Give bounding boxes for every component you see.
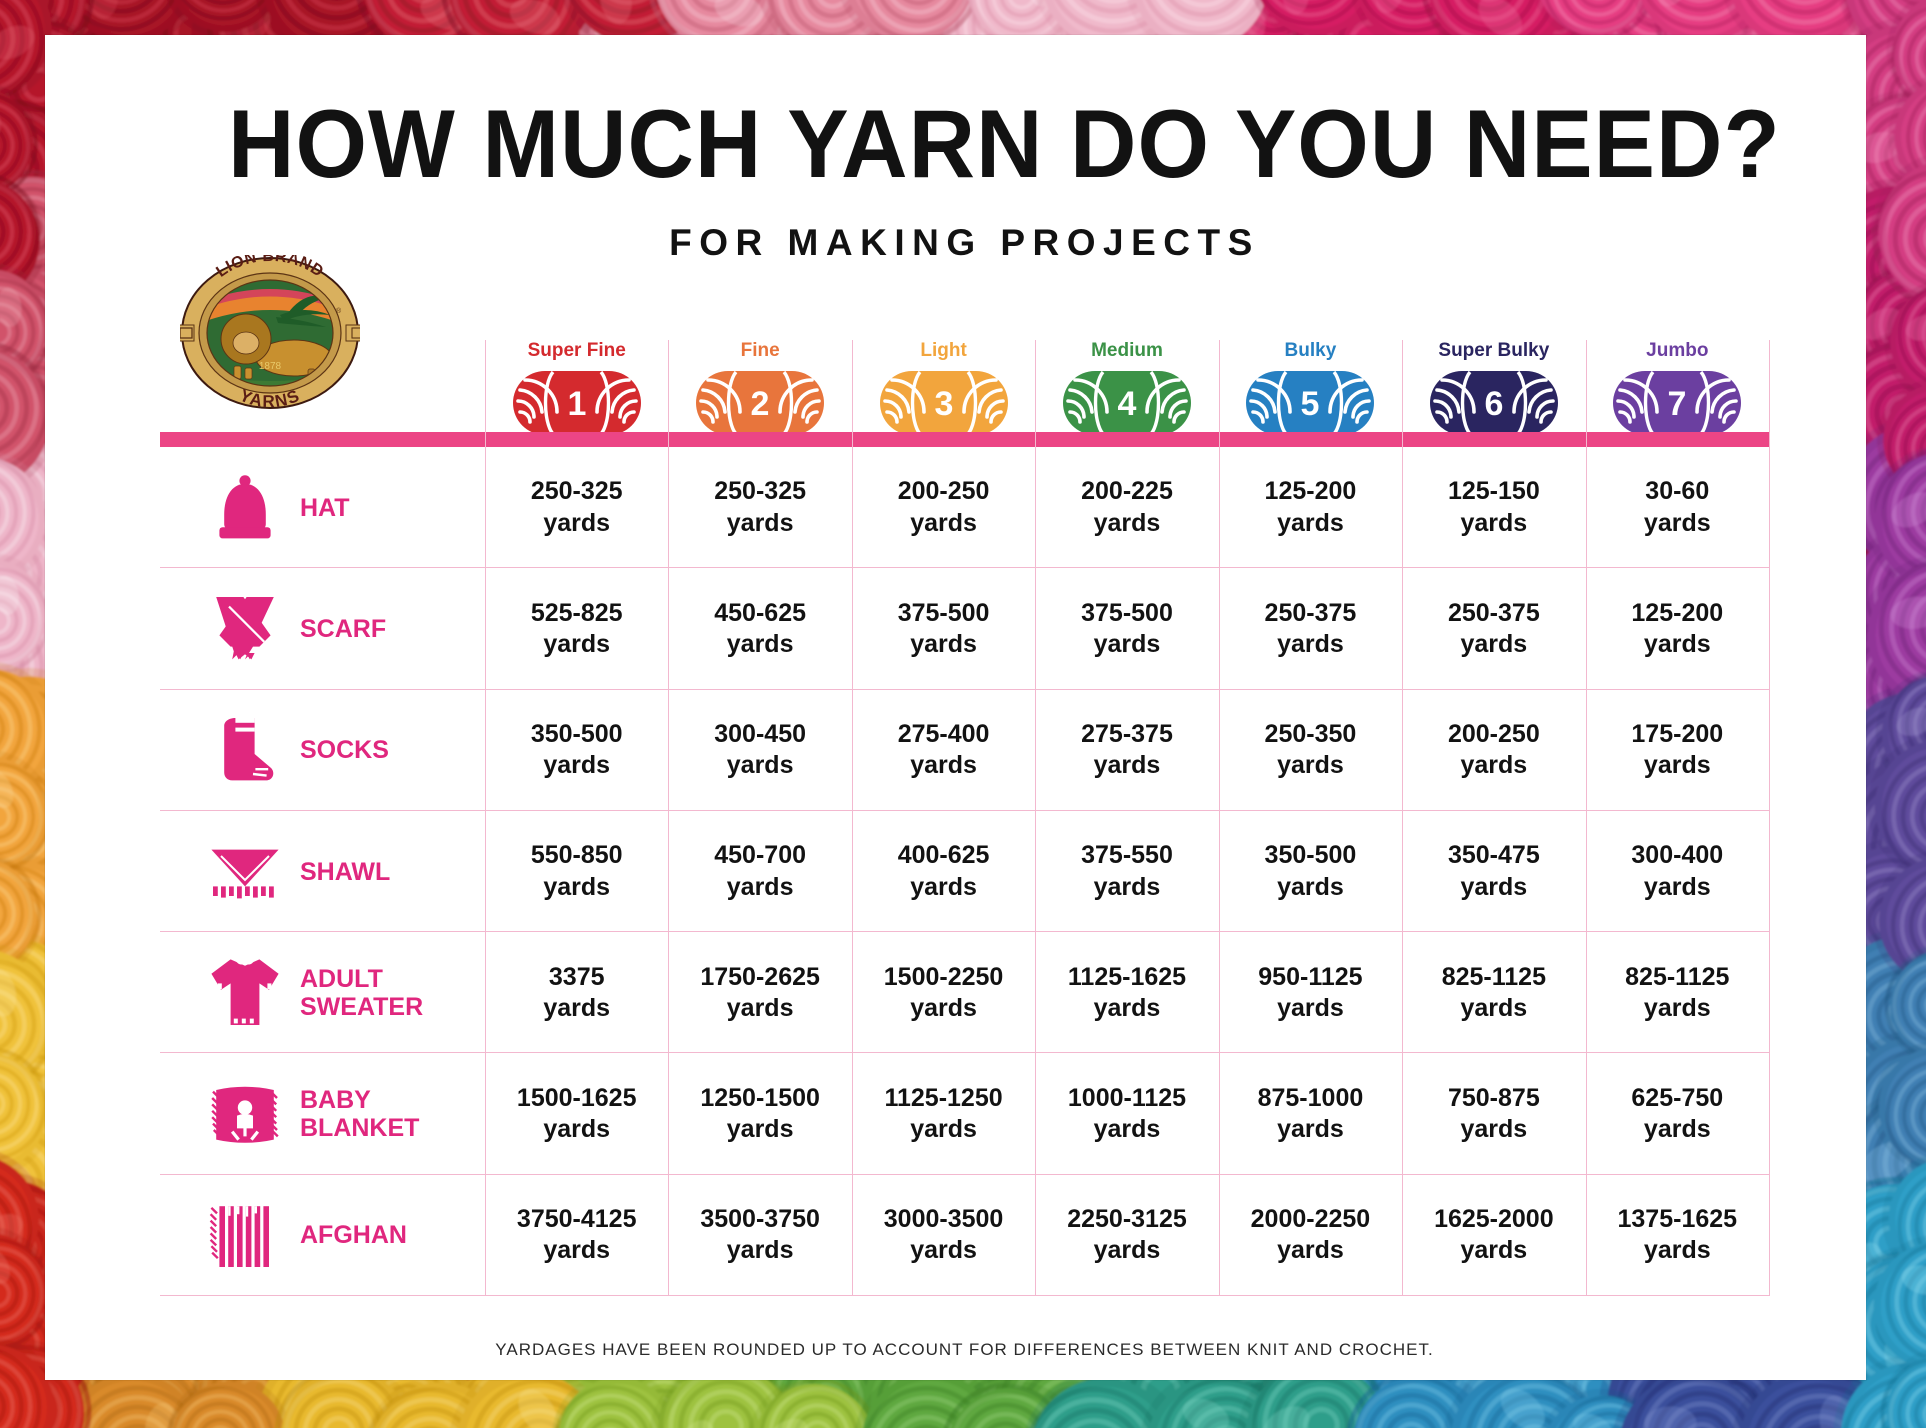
svg-text:2: 2 (751, 385, 770, 423)
svg-text:6: 6 (1484, 385, 1503, 423)
svg-text:5: 5 (1301, 385, 1320, 423)
svg-text:7: 7 (1668, 385, 1687, 423)
svg-text:®: ® (336, 307, 342, 315)
svg-text:3: 3 (934, 385, 953, 423)
svg-text:1: 1 (567, 385, 586, 423)
svg-text:4: 4 (1118, 385, 1137, 423)
